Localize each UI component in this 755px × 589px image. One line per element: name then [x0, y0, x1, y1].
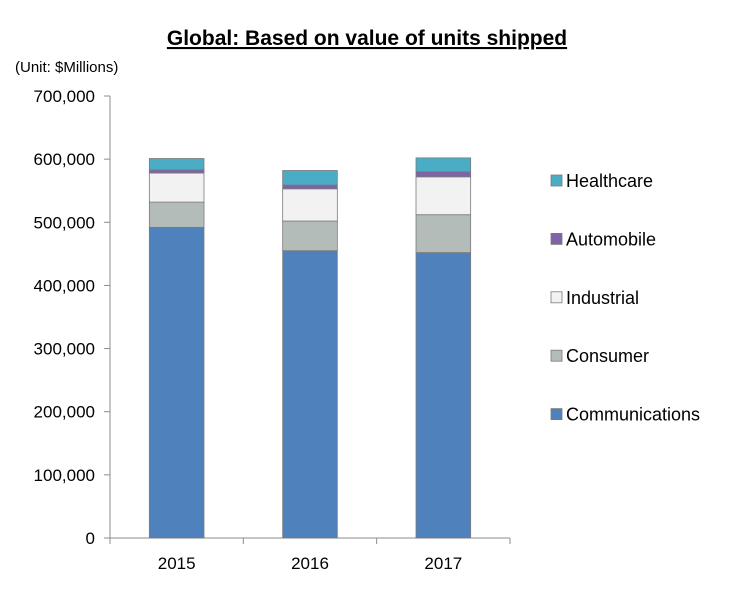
legend-swatch-consumer [550, 349, 563, 362]
chart-title: Global: Based on value of units shipped [167, 27, 567, 50]
unit-label: (Unit: $Millions) [15, 59, 118, 76]
bar-segment-healthcare-2016 [282, 170, 338, 186]
legend-swatch-industrial [550, 291, 563, 304]
bar-segment-communications-2016 [282, 250, 338, 539]
bar-segment-automobile-2016 [282, 184, 338, 190]
legend-label-consumer: Consumer [566, 346, 649, 366]
bar-segment-automobile-2015 [148, 169, 205, 174]
bar-segment-consumer-2016 [282, 220, 338, 252]
y-tick-label: 400,000 [34, 276, 95, 295]
y-tick-label: 100,000 [34, 466, 95, 485]
bar-segment-industrial-2017 [415, 176, 472, 216]
y-axis-ticks: 0 100,000 200,000 300,000 400,000 500,000 600,… [34, 87, 110, 548]
bar-segment-industrial-2016 [282, 188, 338, 222]
legend-swatch-automobile [550, 232, 563, 245]
x-axis-ticks: 2015 2016 2017 [109, 538, 511, 573]
y-tick-label: 0 [86, 529, 95, 548]
bar-segment-automobile-2017 [415, 171, 472, 178]
legend-label-automobile: Automobile [566, 229, 656, 249]
bar-segment-healthcare-2015 [148, 158, 205, 171]
legend-swatch-communications [550, 408, 563, 421]
y-tick-label: 700,000 [34, 87, 95, 106]
legend-label-communications: Communications [566, 405, 700, 425]
bar-segment-communications-2015 [148, 226, 205, 539]
bar-segment-communications-2017 [415, 252, 472, 539]
bar-segment-industrial-2015 [148, 172, 205, 203]
legend-swatch-healthcare [550, 174, 563, 187]
legend-label-industrial: Industrial [566, 288, 639, 308]
chart-bars [148, 157, 472, 539]
y-tick-label: 300,000 [34, 340, 95, 359]
y-tick-label: 500,000 [34, 213, 95, 232]
x-tick-label: 2016 [291, 554, 329, 573]
bar-segment-healthcare-2017 [415, 157, 472, 173]
bar-segment-consumer-2017 [415, 214, 472, 253]
legend-label-healthcare: Healthcare [566, 171, 653, 191]
y-tick-label: 200,000 [34, 403, 95, 422]
x-tick-label: 2017 [424, 554, 462, 573]
chart-legend: Healthcare Automobile Industrial Consumer Co… [550, 171, 700, 425]
bar-segment-consumer-2015 [148, 201, 205, 228]
x-tick-label: 2015 [158, 554, 196, 573]
y-tick-label: 600,000 [34, 150, 95, 169]
